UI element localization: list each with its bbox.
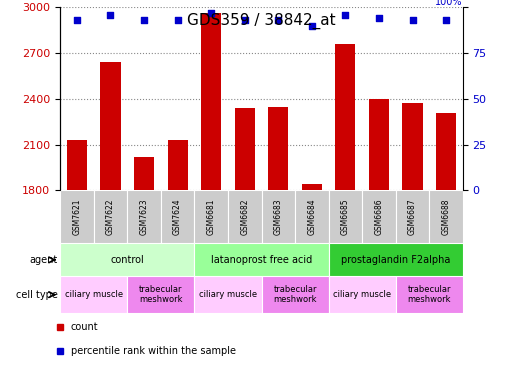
Text: GSM7621: GSM7621 [72, 199, 82, 235]
Bar [195, 276, 262, 313]
Point [207, 10, 215, 16]
Bar [60, 243, 195, 276]
Text: GDS359 / 38842_at: GDS359 / 38842_at [187, 13, 336, 29]
Text: cell type: cell type [16, 290, 58, 300]
Bar [127, 276, 195, 313]
Text: GSM6685: GSM6685 [341, 198, 350, 235]
Bar [362, 190, 396, 243]
Bar [335, 44, 356, 190]
Point [375, 15, 383, 21]
Bar [235, 108, 255, 190]
Text: agent: agent [29, 255, 58, 265]
Bar [328, 243, 463, 276]
Point [408, 17, 417, 23]
Bar [396, 276, 463, 313]
Bar [228, 190, 262, 243]
Bar [100, 62, 120, 190]
Bar [429, 190, 463, 243]
Text: ciliary muscle: ciliary muscle [65, 290, 123, 299]
Bar [161, 190, 195, 243]
Text: GSM7622: GSM7622 [106, 199, 115, 235]
Text: trabecular
meshwork: trabecular meshwork [139, 285, 183, 305]
Bar [295, 190, 328, 243]
Text: GSM6683: GSM6683 [274, 198, 283, 235]
Bar [195, 243, 328, 276]
Bar [328, 190, 362, 243]
Point [241, 17, 249, 23]
Point [106, 12, 115, 18]
Text: prostaglandin F2alpha: prostaglandin F2alpha [341, 255, 450, 265]
Bar [60, 276, 127, 313]
Bar [127, 190, 161, 243]
Bar [60, 190, 94, 243]
Bar [403, 103, 423, 190]
Bar [94, 190, 127, 243]
Bar [201, 14, 221, 190]
Bar [436, 113, 456, 190]
Text: GSM7623: GSM7623 [140, 198, 149, 235]
Text: ciliary muscle: ciliary muscle [333, 290, 391, 299]
Bar [262, 276, 328, 313]
Text: 100%: 100% [435, 0, 463, 7]
Bar [167, 140, 188, 190]
Text: trabecular
meshwork: trabecular meshwork [274, 285, 317, 305]
Bar [396, 190, 429, 243]
Point [341, 12, 349, 18]
Bar [134, 157, 154, 190]
Text: ciliary muscle: ciliary muscle [199, 290, 257, 299]
Text: trabecular
meshwork: trabecular meshwork [407, 285, 451, 305]
Bar [195, 190, 228, 243]
Text: GSM6681: GSM6681 [207, 199, 215, 235]
Bar [262, 190, 295, 243]
Point [73, 17, 81, 23]
Text: GSM6687: GSM6687 [408, 198, 417, 235]
Point [274, 17, 282, 23]
Bar [67, 140, 87, 190]
Text: percentile rank within the sample: percentile rank within the sample [71, 347, 235, 356]
Text: GSM6682: GSM6682 [240, 199, 249, 235]
Bar [328, 276, 396, 313]
Text: GSM6686: GSM6686 [374, 198, 383, 235]
Point [308, 23, 316, 29]
Point [442, 17, 450, 23]
Bar [268, 107, 288, 190]
Text: GSM6684: GSM6684 [308, 198, 316, 235]
Bar [302, 184, 322, 190]
Point [140, 17, 148, 23]
Point [174, 17, 182, 23]
Text: GSM6688: GSM6688 [441, 199, 451, 235]
Text: latanoprost free acid: latanoprost free acid [211, 255, 312, 265]
Bar [369, 99, 389, 190]
Text: control: control [110, 255, 144, 265]
Text: count: count [71, 322, 98, 332]
Text: GSM7624: GSM7624 [173, 198, 182, 235]
